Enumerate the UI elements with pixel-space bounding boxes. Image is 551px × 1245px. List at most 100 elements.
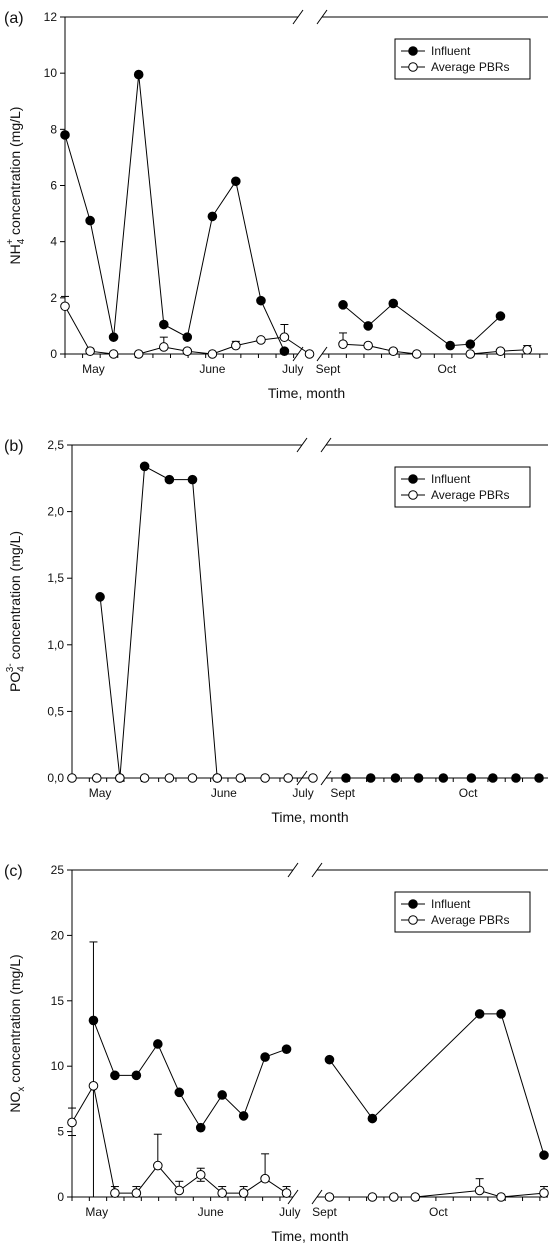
data-point [283,773,293,783]
y-tick-label: 2 [50,291,57,305]
legend: Influent Average PBRs [394,466,531,508]
data-point [260,1052,270,1062]
data-point [260,773,270,783]
series-line [329,1013,545,1156]
x-tick-label: Oct [429,1205,448,1219]
data-point [363,340,373,351]
data-point [115,773,125,783]
data-point [187,773,198,783]
data-point [153,1039,163,1049]
legend-entry: Average PBRs [431,913,510,927]
panel-b: 0,0 0,5 1,0 1,5 2,0 2,5 May June July Sept Oct Time… [4,437,548,825]
data-point [231,176,241,187]
axis-break-mark [316,9,328,25]
data-point [495,346,506,356]
data-point [256,335,266,345]
axis-break-mark [311,862,323,878]
series-average-pbrs [67,773,318,783]
data-point [207,349,218,359]
axis-break-mark [316,346,328,362]
x-tick-label: June [198,1205,224,1219]
data-point [495,311,506,321]
legend-marker [408,899,418,909]
data-point [324,1054,335,1065]
y-tick-label: 15 [51,994,65,1008]
legend-marker [408,62,418,72]
data-point [465,339,476,349]
data-point [131,1070,142,1081]
series-line [93,1020,287,1129]
legend: Influent Average PBRs [394,891,531,933]
y-tick-label: 12 [44,10,58,24]
y-tick-label: 8 [50,122,57,136]
series-line [64,74,285,352]
data-point [413,773,424,783]
data-point [445,340,456,351]
data-point [182,332,193,342]
data-point [338,339,348,349]
data-point [195,1169,206,1180]
data-point [474,1185,485,1196]
data-point [133,69,144,80]
data-point [108,332,119,342]
data-point [363,321,373,331]
series-line [71,1084,287,1194]
data-point [324,1192,335,1202]
data-point [187,474,198,485]
data-point [308,773,318,783]
data-point [279,346,290,356]
y-tick-label: 10 [51,1059,65,1073]
y-tick-label: 25 [51,863,65,877]
y-tick-label: 6 [50,179,57,193]
series-line [99,465,218,779]
data-point [67,773,77,783]
data-point [256,295,266,306]
legend: Influent Average PBRs [394,38,531,80]
data-point [365,773,376,783]
x-tick-label: Oct [459,786,478,800]
data-point [235,773,246,783]
x-tick-label: July [282,362,303,376]
series-line [342,302,501,347]
data-point [474,1009,485,1019]
legend-marker [408,915,418,925]
data-point [539,1188,549,1198]
legend-marker [408,474,418,484]
axis-break-mark [320,437,332,453]
x-tick-label: July [292,786,313,800]
y-tick-label: 10 [44,66,58,80]
axis-break-mark [296,437,308,453]
y-tick-label: 2,0 [47,505,64,519]
y-tick-label: 0,5 [47,704,64,718]
data-point [466,773,477,783]
data-point [88,1081,99,1091]
data-point [67,1117,77,1128]
axis-break-mark [320,770,332,786]
x-tick-label: May [85,1205,108,1219]
data-point [164,773,175,783]
data-point [438,773,449,783]
data-point [212,773,223,783]
data-point [217,1188,227,1198]
data-point [281,1188,292,1198]
data-point [390,773,401,783]
data-point [85,215,95,226]
x-tick-label: June [199,362,225,376]
y-tick-label: 0 [50,347,57,361]
y-tick-label: 0 [57,1190,64,1204]
data-point [159,342,169,352]
panel-label: (c) [4,863,23,880]
data-point [534,773,544,783]
panel-label: (b) [4,438,24,455]
data-point [164,474,175,485]
data-point [388,346,399,356]
data-point [367,1113,378,1124]
y-tick-label: 1,0 [47,638,64,652]
data-point [60,301,70,312]
series-influent [95,461,544,783]
x-axis-label: Time, month [268,385,345,401]
data-point [131,1188,142,1198]
data-point [410,1192,421,1202]
data-point [174,1185,185,1196]
